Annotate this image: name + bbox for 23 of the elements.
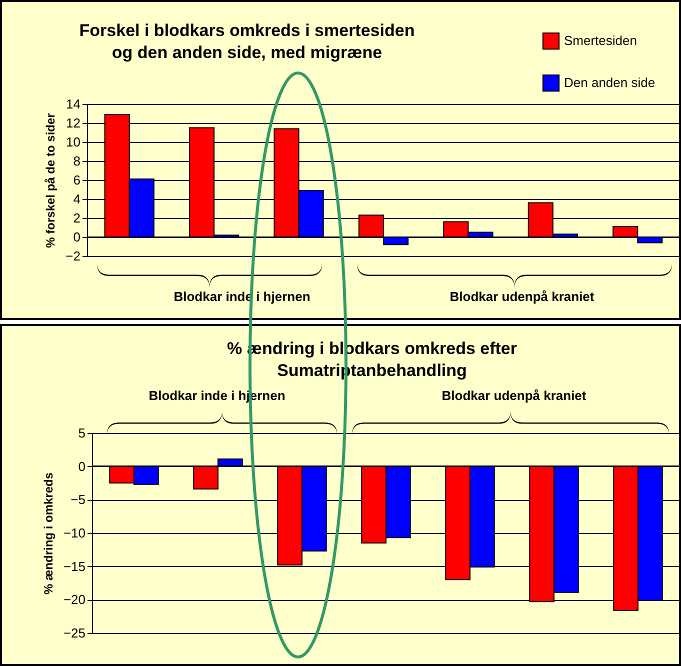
text: Blodkar udenpå kraniet [450,289,594,304]
text: Blodkar udenpå kraniet [442,388,586,403]
legend-label: Den anden side [564,75,656,90]
y-tick-label: −5 [70,492,86,508]
y-tick-label: 2 [73,210,80,226]
y-tick-label: −10 [63,526,86,540]
y-tick-label: 8 [73,154,80,168]
y-tick-label: −15 [63,558,86,574]
y-tick-label: 4 [73,192,80,206]
legend-label: Smertesiden [564,33,637,48]
y-tick-label: 12 [66,116,80,130]
y-tick-label: −20 [63,592,86,608]
y-axis-title: % ændring i omkreds [41,472,56,595]
chart-title: Forskel i blodkars omkreds i smertesiden og den anden side, med migræne [79,20,415,64]
y-tick-label: 0 [73,230,80,244]
y-tick-label: 0 [78,458,86,474]
y-tick-label: 14 [66,96,80,112]
y-axis-title: % forskel på de to sider [44,112,58,248]
y-tick-label: 5 [78,426,86,440]
y-tick-label: 10 [66,134,80,150]
y-tick-label: 6 [73,172,80,188]
y-tick-label: −2 [66,248,80,264]
y-tick-label: −25 [63,626,86,640]
